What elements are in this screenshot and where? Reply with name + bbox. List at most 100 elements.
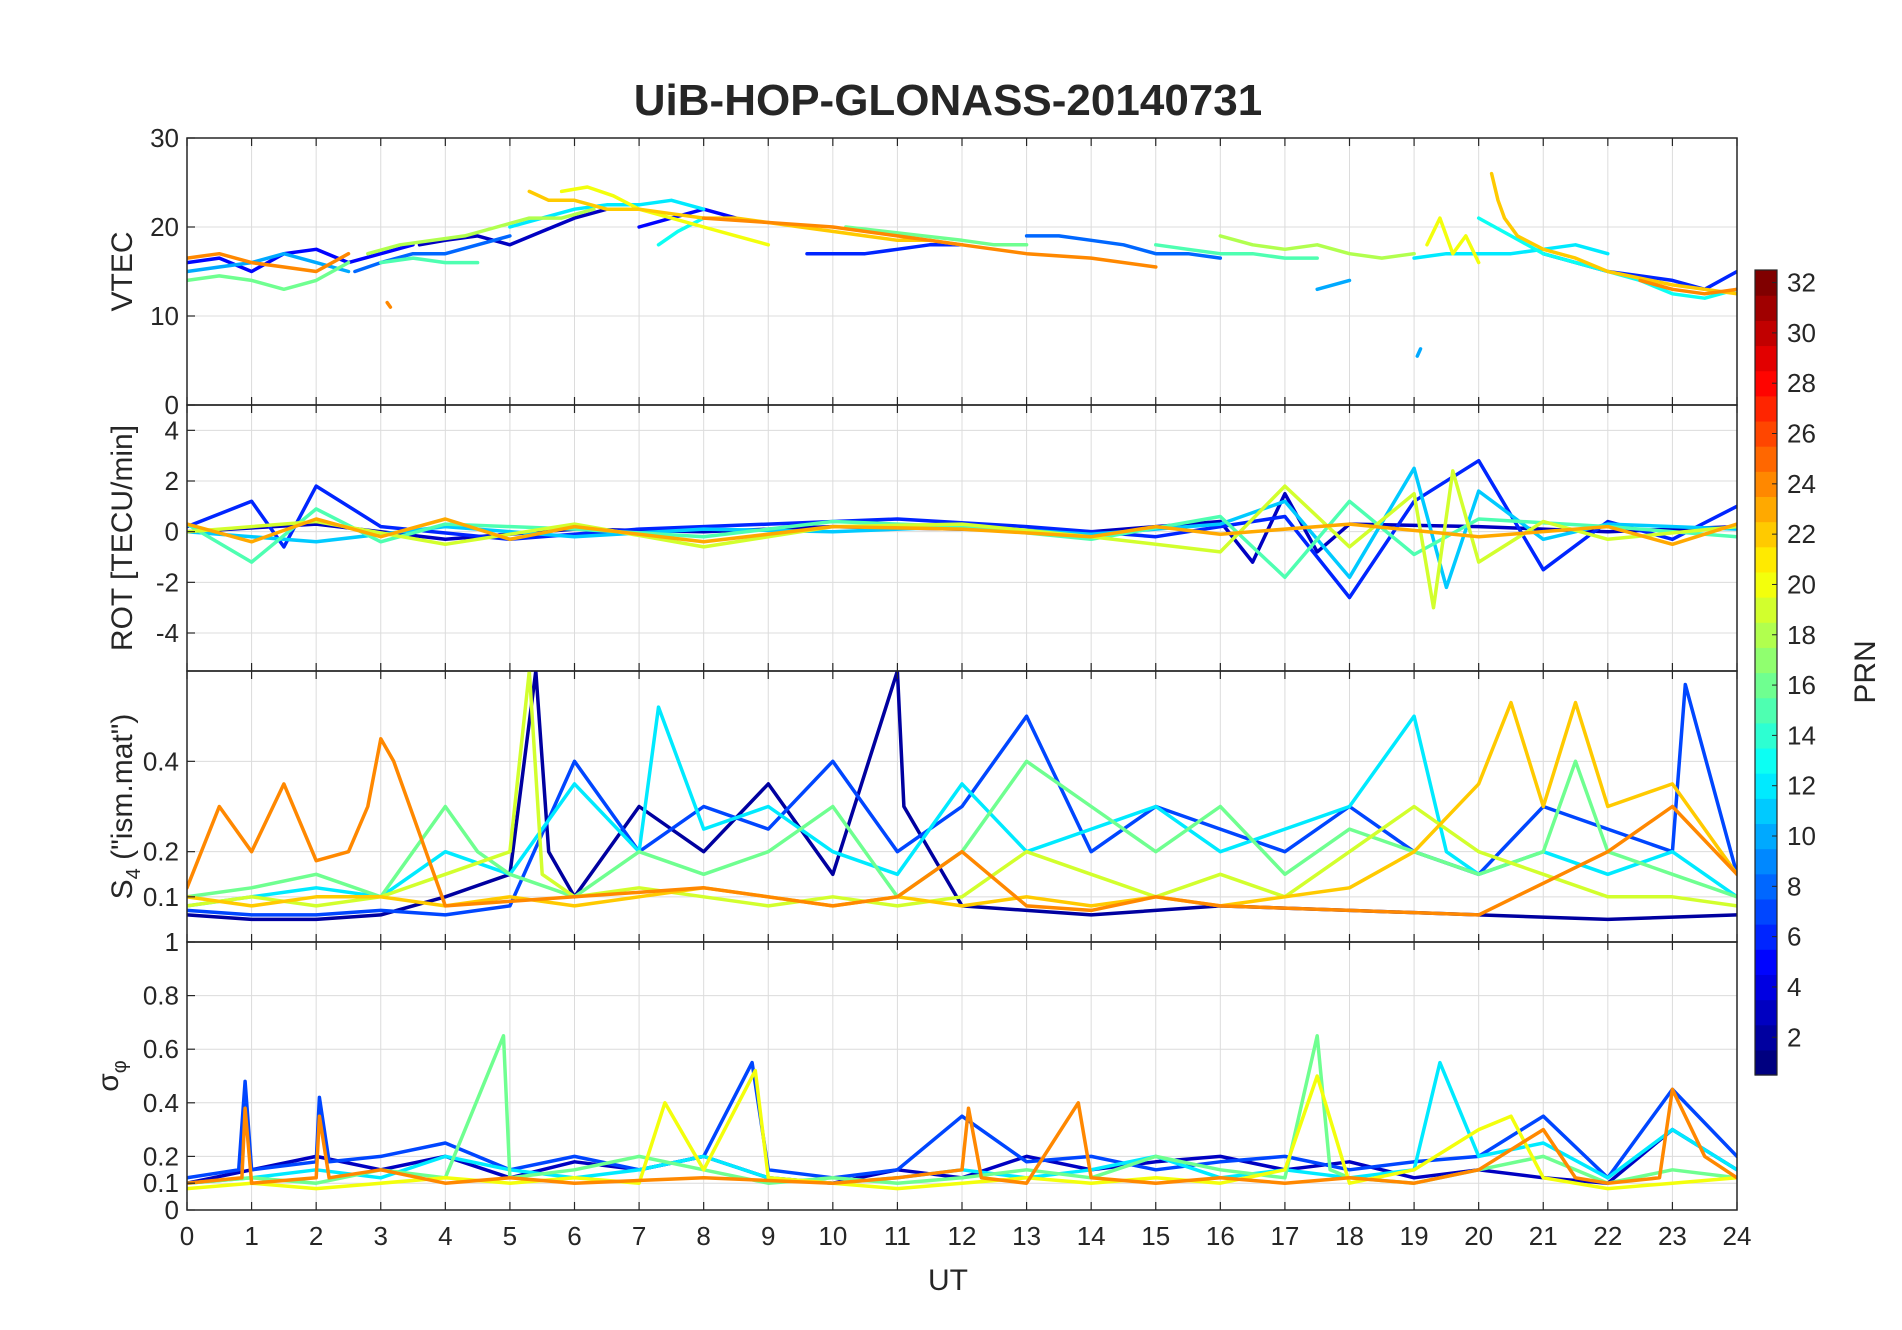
y-tick-label: -2 — [156, 567, 179, 597]
colorbar-segment — [1755, 395, 1777, 422]
series-prn-24 — [187, 251, 351, 274]
colorbar-segment — [1755, 546, 1777, 573]
y-tick-label: 0.2 — [143, 1141, 179, 1171]
x-tick-label: 16 — [1206, 1221, 1235, 1251]
y-tick-label: 0.4 — [143, 1088, 179, 1118]
colorbar-tick-label: 2 — [1787, 1022, 1801, 1052]
colorbar-tick-label: 18 — [1787, 620, 1816, 650]
chart-title: UiB-HOP-GLONASS-20140731 — [634, 76, 1262, 125]
x-axis-label: UT — [928, 1264, 968, 1297]
y-tick-label: 0.4 — [143, 746, 179, 776]
colorbar-segment — [1755, 1024, 1777, 1051]
series-prn-18 — [1218, 234, 1416, 260]
x-tick-label: 13 — [1012, 1221, 1041, 1251]
colorbar-segment — [1755, 295, 1777, 321]
colorbar-label: PRN — [1849, 640, 1882, 703]
x-tick-label: 2 — [309, 1221, 323, 1251]
series-prn-13 — [656, 216, 706, 247]
y-tick-label: 30 — [150, 123, 179, 153]
x-tick-label: 24 — [1723, 1221, 1752, 1251]
x-tick-label: 4 — [438, 1221, 452, 1251]
colorbar-segment — [1755, 672, 1777, 699]
colorbar-tick-label: 12 — [1787, 771, 1816, 801]
colorbar-tick-label: 8 — [1787, 871, 1801, 901]
colorbar-segment — [1755, 924, 1777, 950]
panel-rot: -4 -2 0 2 4 ROT [TECU/min] — [106, 404, 1738, 672]
series-prn-23 — [187, 517, 1737, 547]
colorbar-tick-label: 16 — [1787, 670, 1816, 700]
colorbar-tick-label: 28 — [1787, 368, 1816, 398]
x-tick-label: 17 — [1270, 1221, 1299, 1251]
x-tick-label: 12 — [948, 1221, 977, 1251]
colorbar-segment — [1755, 320, 1777, 347]
x-tick-label: 19 — [1400, 1221, 1429, 1251]
colorbar-segment — [1755, 974, 1777, 1001]
x-tick-label: 7 — [632, 1221, 646, 1251]
y-axis-label: VTEC — [106, 231, 139, 311]
y-tick-label: 0 — [165, 390, 179, 420]
series-prn-24 — [1638, 278, 1737, 296]
panel-s4: 0.1 0.2 0.4S4 ("ism.mat") — [106, 670, 1738, 943]
colorbar-tick-label: 26 — [1787, 419, 1816, 449]
x-tick-label: 1 — [244, 1221, 258, 1251]
series-prn-18 — [366, 207, 596, 256]
series-prn-8 — [353, 234, 512, 274]
colorbar-segment — [1755, 873, 1777, 900]
series-prn-24 — [187, 1087, 1737, 1185]
series-prn-22 — [527, 189, 964, 247]
x-tick-label: 5 — [503, 1221, 517, 1251]
y-axis-label: σφ — [92, 1060, 131, 1092]
colorbar-segment — [1755, 823, 1777, 850]
series-prn-20 — [187, 1068, 1737, 1191]
y-tick-label: 0 — [165, 1195, 179, 1225]
colorbar-frame — [1754, 269, 1778, 1076]
series-group — [187, 171, 1737, 358]
series-prn-20 — [1425, 216, 1481, 265]
series-prn-8 — [1024, 234, 1223, 260]
series-prn-12 — [1412, 243, 1610, 260]
series-group — [187, 458, 1737, 610]
colorbar-segment — [1755, 571, 1777, 598]
x-tick-label: 23 — [1658, 1221, 1687, 1251]
series-prn-24 — [701, 216, 1158, 269]
series-prn-6 — [805, 243, 964, 256]
series-group — [187, 671, 1737, 922]
series-prn-20 — [559, 185, 771, 247]
y-tick-label: 2 — [165, 466, 179, 496]
series-prn-12 — [187, 705, 1737, 908]
colorbar-segment — [1755, 798, 1777, 825]
x-tick-label: 6 — [567, 1221, 581, 1251]
colorbar-tick-label: 6 — [1787, 922, 1801, 952]
x-tick-label: 14 — [1077, 1221, 1106, 1251]
x-tick-label: 18 — [1335, 1221, 1364, 1251]
series-prn-24 — [187, 737, 1737, 917]
series-prn-15 — [379, 256, 480, 265]
x-tick-label: 9 — [761, 1221, 775, 1251]
series-prn-24 — [385, 300, 393, 309]
colorbar-tick-label: 32 — [1787, 268, 1816, 298]
colorbar-segment — [1755, 496, 1777, 523]
series-group — [187, 1034, 1737, 1191]
x-tick-label: 15 — [1141, 1221, 1170, 1251]
colorbar-segment — [1755, 773, 1777, 799]
y-tick-label: 0.6 — [143, 1034, 179, 1064]
series-prn-16 — [844, 225, 1029, 247]
colorbar-tick-label: 22 — [1787, 519, 1816, 549]
colorbar-segment — [1755, 1049, 1777, 1076]
y-tick-label: 0.1 — [143, 1168, 179, 1198]
series-prn-19 — [187, 671, 1737, 908]
y-tick-label: 10 — [150, 301, 179, 331]
series-prn-7 — [187, 682, 1737, 917]
colorbar-segment — [1755, 446, 1777, 472]
colorbar-segment — [1755, 999, 1777, 1026]
colorbar-segment — [1755, 370, 1777, 397]
colorbar-segment — [1755, 949, 1777, 975]
colorbar-segment — [1755, 747, 1777, 774]
x-tick-label: 10 — [818, 1221, 847, 1251]
colorbar-segment — [1755, 898, 1777, 925]
colorbar-tick-label: 10 — [1787, 821, 1816, 851]
colorbar-segment — [1755, 270, 1777, 296]
x-tick-label: 11 — [884, 1221, 911, 1251]
